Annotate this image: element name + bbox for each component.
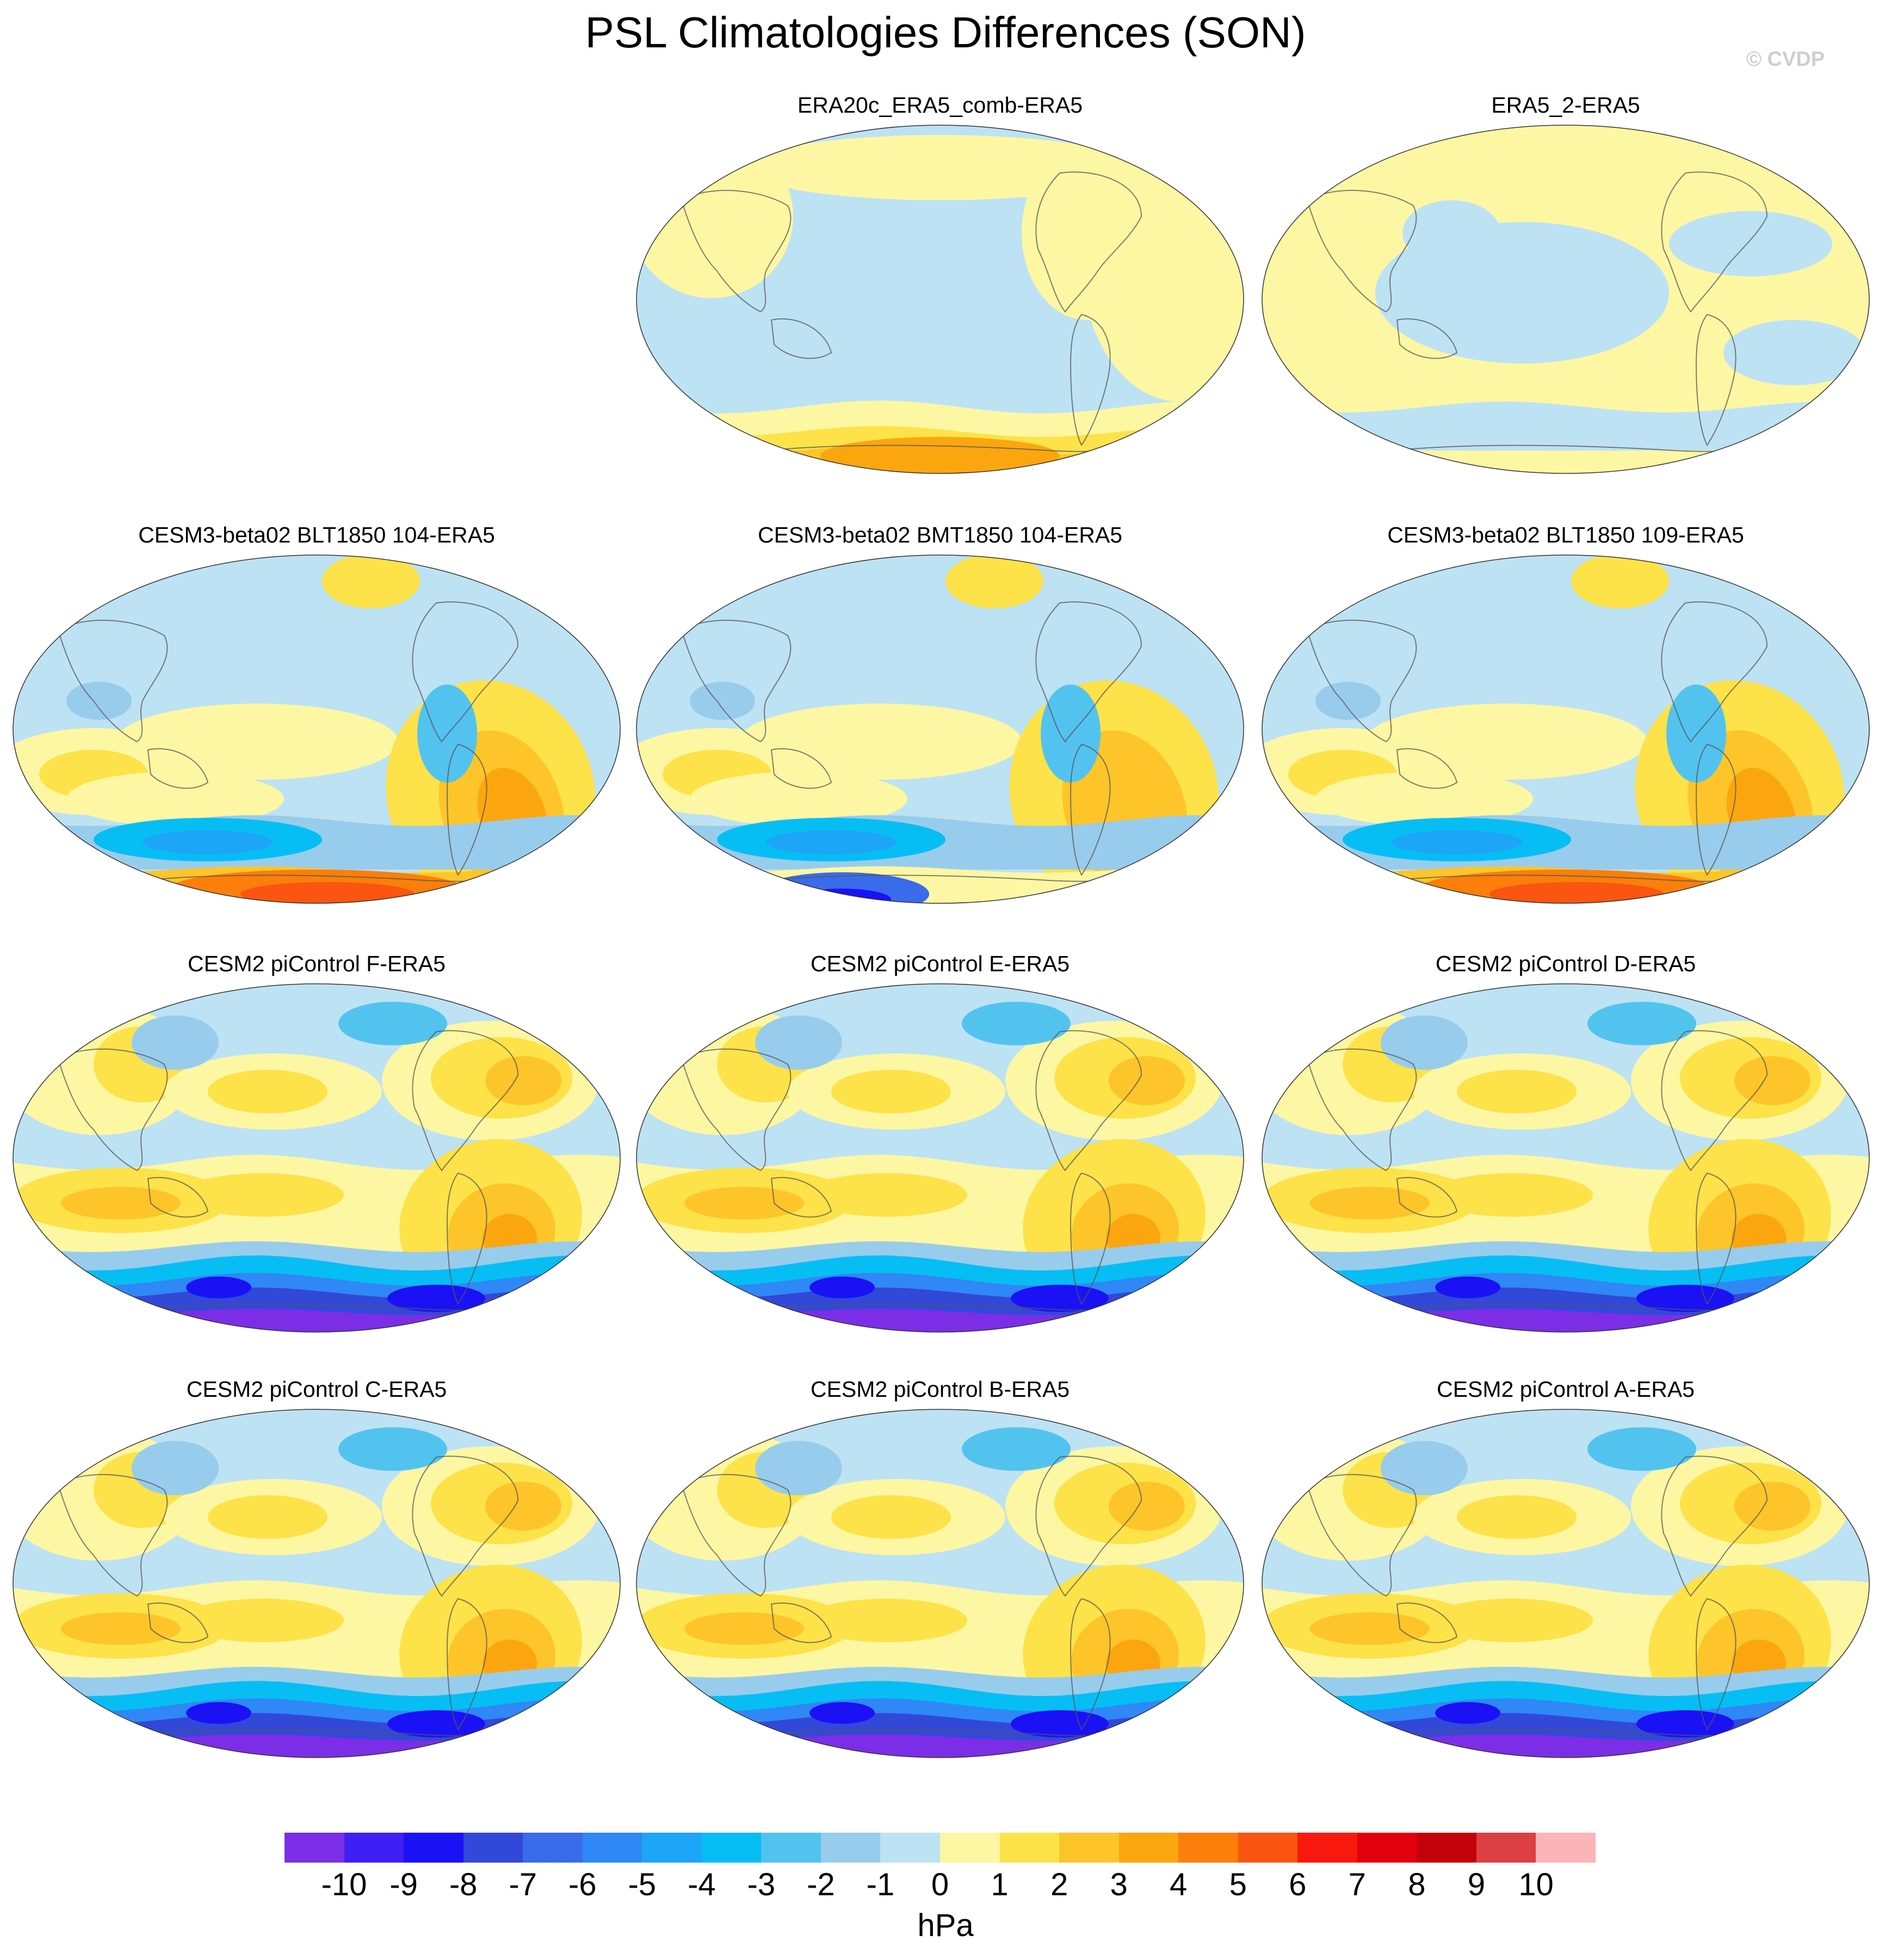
colorbar-tick-label: -1: [866, 1867, 895, 1902]
colorbar-swatch: [463, 1833, 523, 1863]
map-panel: CESM2 piControl A-ERA5: [1261, 1377, 1870, 1760]
colorbar-tick-label: -3: [747, 1867, 776, 1902]
panel-title: CESM3-beta02 BMT1850 104-ERA5: [757, 522, 1122, 547]
colorbar-tick-label: 2: [1050, 1867, 1068, 1902]
colorbar-tick-label: -10: [321, 1867, 367, 1902]
map-panel: CESM2 piControl C-ERA5: [12, 1377, 621, 1760]
colorbar-tick-label: -5: [628, 1867, 657, 1902]
colorbar-swatch: [1476, 1833, 1536, 1863]
panel-title: CESM2 piControl F-ERA5: [188, 951, 446, 976]
colorbar-swatch: [999, 1833, 1060, 1863]
colorbar-swatch: [404, 1833, 464, 1863]
panel-title: ERA20c_ERA5_comb-ERA5: [797, 93, 1083, 118]
map-panel: CESM2 piControl E-ERA5: [635, 951, 1245, 1335]
colorbar-swatch: [285, 1833, 345, 1863]
map-panel: ERA5_2-ERA5: [1261, 93, 1870, 476]
panel-title: CESM2 piControl E-ERA5: [810, 951, 1070, 976]
colorbar-swatch: [642, 1833, 702, 1863]
colorbar-units: hPa: [917, 1908, 974, 1943]
robinson-map: [13, 983, 621, 1333]
robinson-map: [636, 983, 1244, 1333]
map-panel: CESM3-beta02 BMT1850 104-ERA5: [635, 522, 1245, 906]
panel-title: CESM3-beta02 BLT1850 104-ERA5: [138, 522, 495, 547]
robinson-map: [1262, 1409, 1870, 1758]
colorbar-tick-label: 9: [1467, 1867, 1486, 1902]
colorbar-swatch: [1059, 1833, 1120, 1863]
colorbar-swatch: [1118, 1833, 1179, 1863]
colorbar-tick-label: -2: [807, 1867, 835, 1902]
robinson-map: [636, 554, 1244, 904]
map-panel: ERA20c_ERA5_comb-ERA5: [635, 93, 1245, 476]
robinson-map: [636, 1409, 1244, 1758]
colorbar-swatch: [344, 1833, 404, 1863]
colorbar-tick-label: -6: [568, 1867, 597, 1902]
map-panel: CESM2 piControl D-ERA5: [1261, 951, 1870, 1335]
colorbar-tick-label: 3: [1110, 1867, 1128, 1902]
colorbar-swatch: [820, 1833, 881, 1863]
colorbar-tick-label: 7: [1348, 1867, 1366, 1902]
map-panel: CESM2 piControl F-ERA5: [12, 951, 621, 1335]
colorbar-tick-label: -4: [688, 1867, 716, 1902]
colorbar-tick-label: -7: [509, 1867, 537, 1902]
robinson-map: [13, 1409, 621, 1758]
colorbar-tick-label: 6: [1289, 1867, 1307, 1902]
map-panel: CESM2 piControl B-ERA5: [635, 1377, 1245, 1760]
colorbar-swatch: [880, 1833, 941, 1863]
panel-title: CESM2 piControl C-ERA5: [186, 1377, 447, 1402]
colorbar-swatch: [1238, 1833, 1298, 1863]
robinson-map: [13, 554, 621, 904]
robinson-map: [1262, 125, 1870, 474]
colorbar-swatch: [1417, 1833, 1477, 1863]
colorbar-tick-label: -9: [390, 1867, 418, 1902]
panel-title: ERA5_2-ERA5: [1491, 93, 1640, 118]
colorbar-tick-label: 1: [991, 1867, 1009, 1902]
colorbar-swatch: [1536, 1833, 1596, 1863]
colorbar-swatch: [523, 1833, 583, 1863]
colorbar-swatch: [1178, 1833, 1239, 1863]
colorbar-swatch: [701, 1833, 762, 1863]
colorbar-tick-label: 8: [1408, 1867, 1426, 1902]
colorbar-swatch: [582, 1833, 642, 1863]
panel-title: CESM2 piControl D-ERA5: [1435, 951, 1696, 976]
colorbar-tick-label: 0: [931, 1867, 949, 1902]
colorbar-tick-label: 5: [1229, 1867, 1247, 1902]
robinson-map: [1262, 983, 1870, 1333]
main-title: PSL Climatologies Differences (SON): [585, 8, 1306, 57]
colorbar-tick-label: 4: [1170, 1867, 1188, 1902]
watermark: © CVDP: [1746, 48, 1825, 71]
colorbar-tick-label: -8: [449, 1867, 478, 1902]
colorbar-tick-label: 10: [1518, 1867, 1554, 1902]
panel-title: CESM3-beta02 BLT1850 109-ERA5: [1387, 522, 1744, 547]
colorbar-swatch: [1297, 1833, 1358, 1863]
colorbar: [285, 1833, 1596, 1863]
colorbar-swatch: [1357, 1833, 1417, 1863]
panel-title: CESM2 piControl A-ERA5: [1437, 1377, 1695, 1402]
robinson-map: [636, 125, 1244, 474]
map-panel: CESM3-beta02 BLT1850 109-ERA5: [1261, 522, 1870, 906]
panel-title: CESM2 piControl B-ERA5: [810, 1377, 1070, 1402]
map-panel: CESM3-beta02 BLT1850 104-ERA5: [12, 522, 621, 906]
colorbar-swatch: [761, 1833, 821, 1863]
robinson-map: [1262, 554, 1870, 904]
colorbar-swatch: [940, 1833, 1000, 1863]
